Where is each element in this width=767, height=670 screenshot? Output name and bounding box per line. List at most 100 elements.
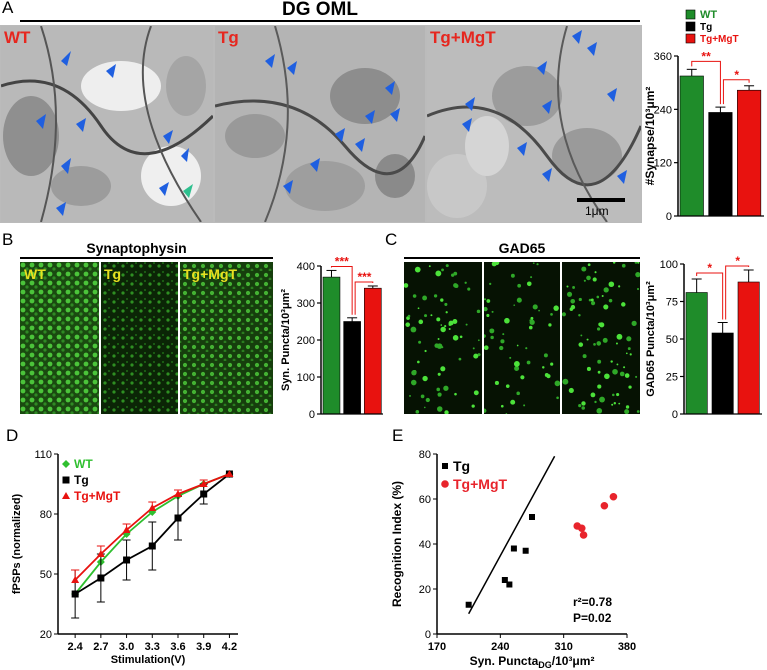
puncta bbox=[417, 307, 420, 310]
puncta bbox=[509, 356, 512, 359]
puncta bbox=[513, 361, 520, 367]
y-tick-label: 360 bbox=[654, 51, 672, 63]
puncta bbox=[459, 335, 463, 339]
puncta bbox=[621, 302, 626, 307]
y-tick-label: 80 bbox=[40, 509, 52, 521]
puncta bbox=[599, 322, 605, 328]
puncta bbox=[542, 366, 545, 369]
y-tick-label: 240 bbox=[654, 104, 672, 116]
legend-label: Tg bbox=[453, 458, 470, 474]
y-tick-label: 110 bbox=[34, 449, 52, 461]
puncta bbox=[436, 387, 441, 392]
puncta bbox=[528, 325, 533, 330]
legend-marker bbox=[62, 460, 70, 468]
y-tick-label: 0 bbox=[672, 409, 678, 421]
significance-bracket bbox=[725, 265, 750, 320]
x-tick-label: 3.3 bbox=[145, 641, 160, 653]
puncta bbox=[529, 319, 532, 322]
y-tick-label: 50 bbox=[666, 334, 678, 346]
puncta bbox=[554, 380, 561, 387]
x-tick-label: 3.6 bbox=[170, 641, 185, 653]
data-point bbox=[174, 490, 182, 497]
puncta bbox=[433, 294, 438, 298]
data-point bbox=[71, 576, 80, 583]
puncta bbox=[414, 266, 421, 273]
puncta bbox=[592, 277, 597, 282]
puncta bbox=[553, 305, 559, 311]
puncta bbox=[440, 366, 446, 372]
bar bbox=[322, 276, 341, 415]
x-axis-label: Stimulation(V) bbox=[111, 654, 186, 666]
data-point bbox=[199, 480, 208, 487]
panel-letter-d: D bbox=[6, 426, 19, 445]
puncta bbox=[473, 390, 479, 396]
puncta bbox=[452, 335, 459, 341]
puncta bbox=[581, 406, 585, 410]
y-tick-label: 40 bbox=[419, 539, 431, 551]
panel-a-rule bbox=[20, 20, 640, 22]
puncta bbox=[581, 401, 586, 406]
puncta bbox=[441, 346, 444, 349]
puncta bbox=[631, 320, 637, 326]
puncta bbox=[615, 342, 618, 345]
puncta bbox=[627, 347, 631, 351]
puncta bbox=[599, 396, 605, 403]
puncta bbox=[596, 327, 601, 331]
puncta bbox=[624, 373, 630, 378]
puncta bbox=[526, 360, 531, 365]
bar bbox=[711, 332, 734, 415]
puncta bbox=[505, 412, 508, 414]
em-texture bbox=[1, 26, 213, 222]
significance-label: *** bbox=[357, 270, 371, 284]
em-image-tg-mgt: Tg+MgT 1μm bbox=[426, 25, 642, 223]
legend-swatch bbox=[685, 9, 696, 20]
legend-swatch bbox=[685, 21, 696, 32]
panel-letter-c: C bbox=[385, 230, 398, 249]
y-tick-label: 20 bbox=[40, 629, 52, 641]
puncta bbox=[530, 316, 534, 320]
y-tick-label: 120 bbox=[654, 158, 672, 170]
y-tick-label: 20 bbox=[419, 584, 431, 596]
data-point bbox=[71, 590, 79, 598]
puncta bbox=[510, 273, 515, 278]
y-label-group: #Synapse/10³μm² bbox=[643, 87, 657, 186]
y-tick-label: 80 bbox=[419, 449, 431, 461]
em-label-tg: Tg bbox=[218, 28, 239, 47]
puncta bbox=[483, 298, 487, 301]
puncta bbox=[583, 279, 586, 282]
puncta bbox=[612, 393, 615, 397]
puncta bbox=[590, 298, 594, 302]
data-point bbox=[501, 577, 508, 583]
puncta bbox=[619, 371, 625, 377]
legend-marker bbox=[442, 463, 448, 469]
em-label-tg-mgt: Tg+MgT bbox=[430, 28, 496, 47]
y-tick-label: 60 bbox=[419, 494, 431, 506]
legend-label: Tg+MgT bbox=[453, 476, 507, 492]
puncta bbox=[415, 410, 420, 414]
puncta bbox=[452, 319, 458, 324]
puncta bbox=[436, 317, 441, 322]
puncta bbox=[428, 265, 431, 268]
puncta bbox=[494, 380, 499, 386]
y-tick-label: 0 bbox=[425, 629, 431, 641]
panel-letter-b: B bbox=[2, 230, 14, 249]
puncta bbox=[513, 304, 516, 306]
data-point bbox=[506, 581, 513, 588]
y-axis-label: GAD65 Puncta/10³μm² bbox=[645, 281, 657, 397]
puncta bbox=[418, 340, 422, 344]
y-label-group: GAD65 Puncta/10³μm² bbox=[645, 281, 657, 397]
chart-e-scatter: 0 20 40 60 80 170 240 310 380 Syn. PunctaDG/10³μm… bbox=[390, 449, 636, 670]
legend-label: Tg bbox=[700, 22, 712, 33]
green-texture bbox=[404, 262, 640, 414]
puncta bbox=[568, 387, 574, 394]
y-tick-label: 50 bbox=[40, 569, 52, 581]
x-tick-label: 3.9 bbox=[196, 641, 211, 653]
puncta bbox=[472, 347, 475, 350]
puncta bbox=[423, 406, 426, 409]
puncta bbox=[422, 375, 428, 382]
puncta bbox=[604, 373, 610, 380]
annotation-p: P=0.02 bbox=[573, 611, 612, 625]
bar bbox=[343, 321, 361, 415]
x-axis-label: Syn. PunctaDG/10³μm² bbox=[470, 654, 595, 670]
significance-bracket bbox=[722, 79, 750, 105]
